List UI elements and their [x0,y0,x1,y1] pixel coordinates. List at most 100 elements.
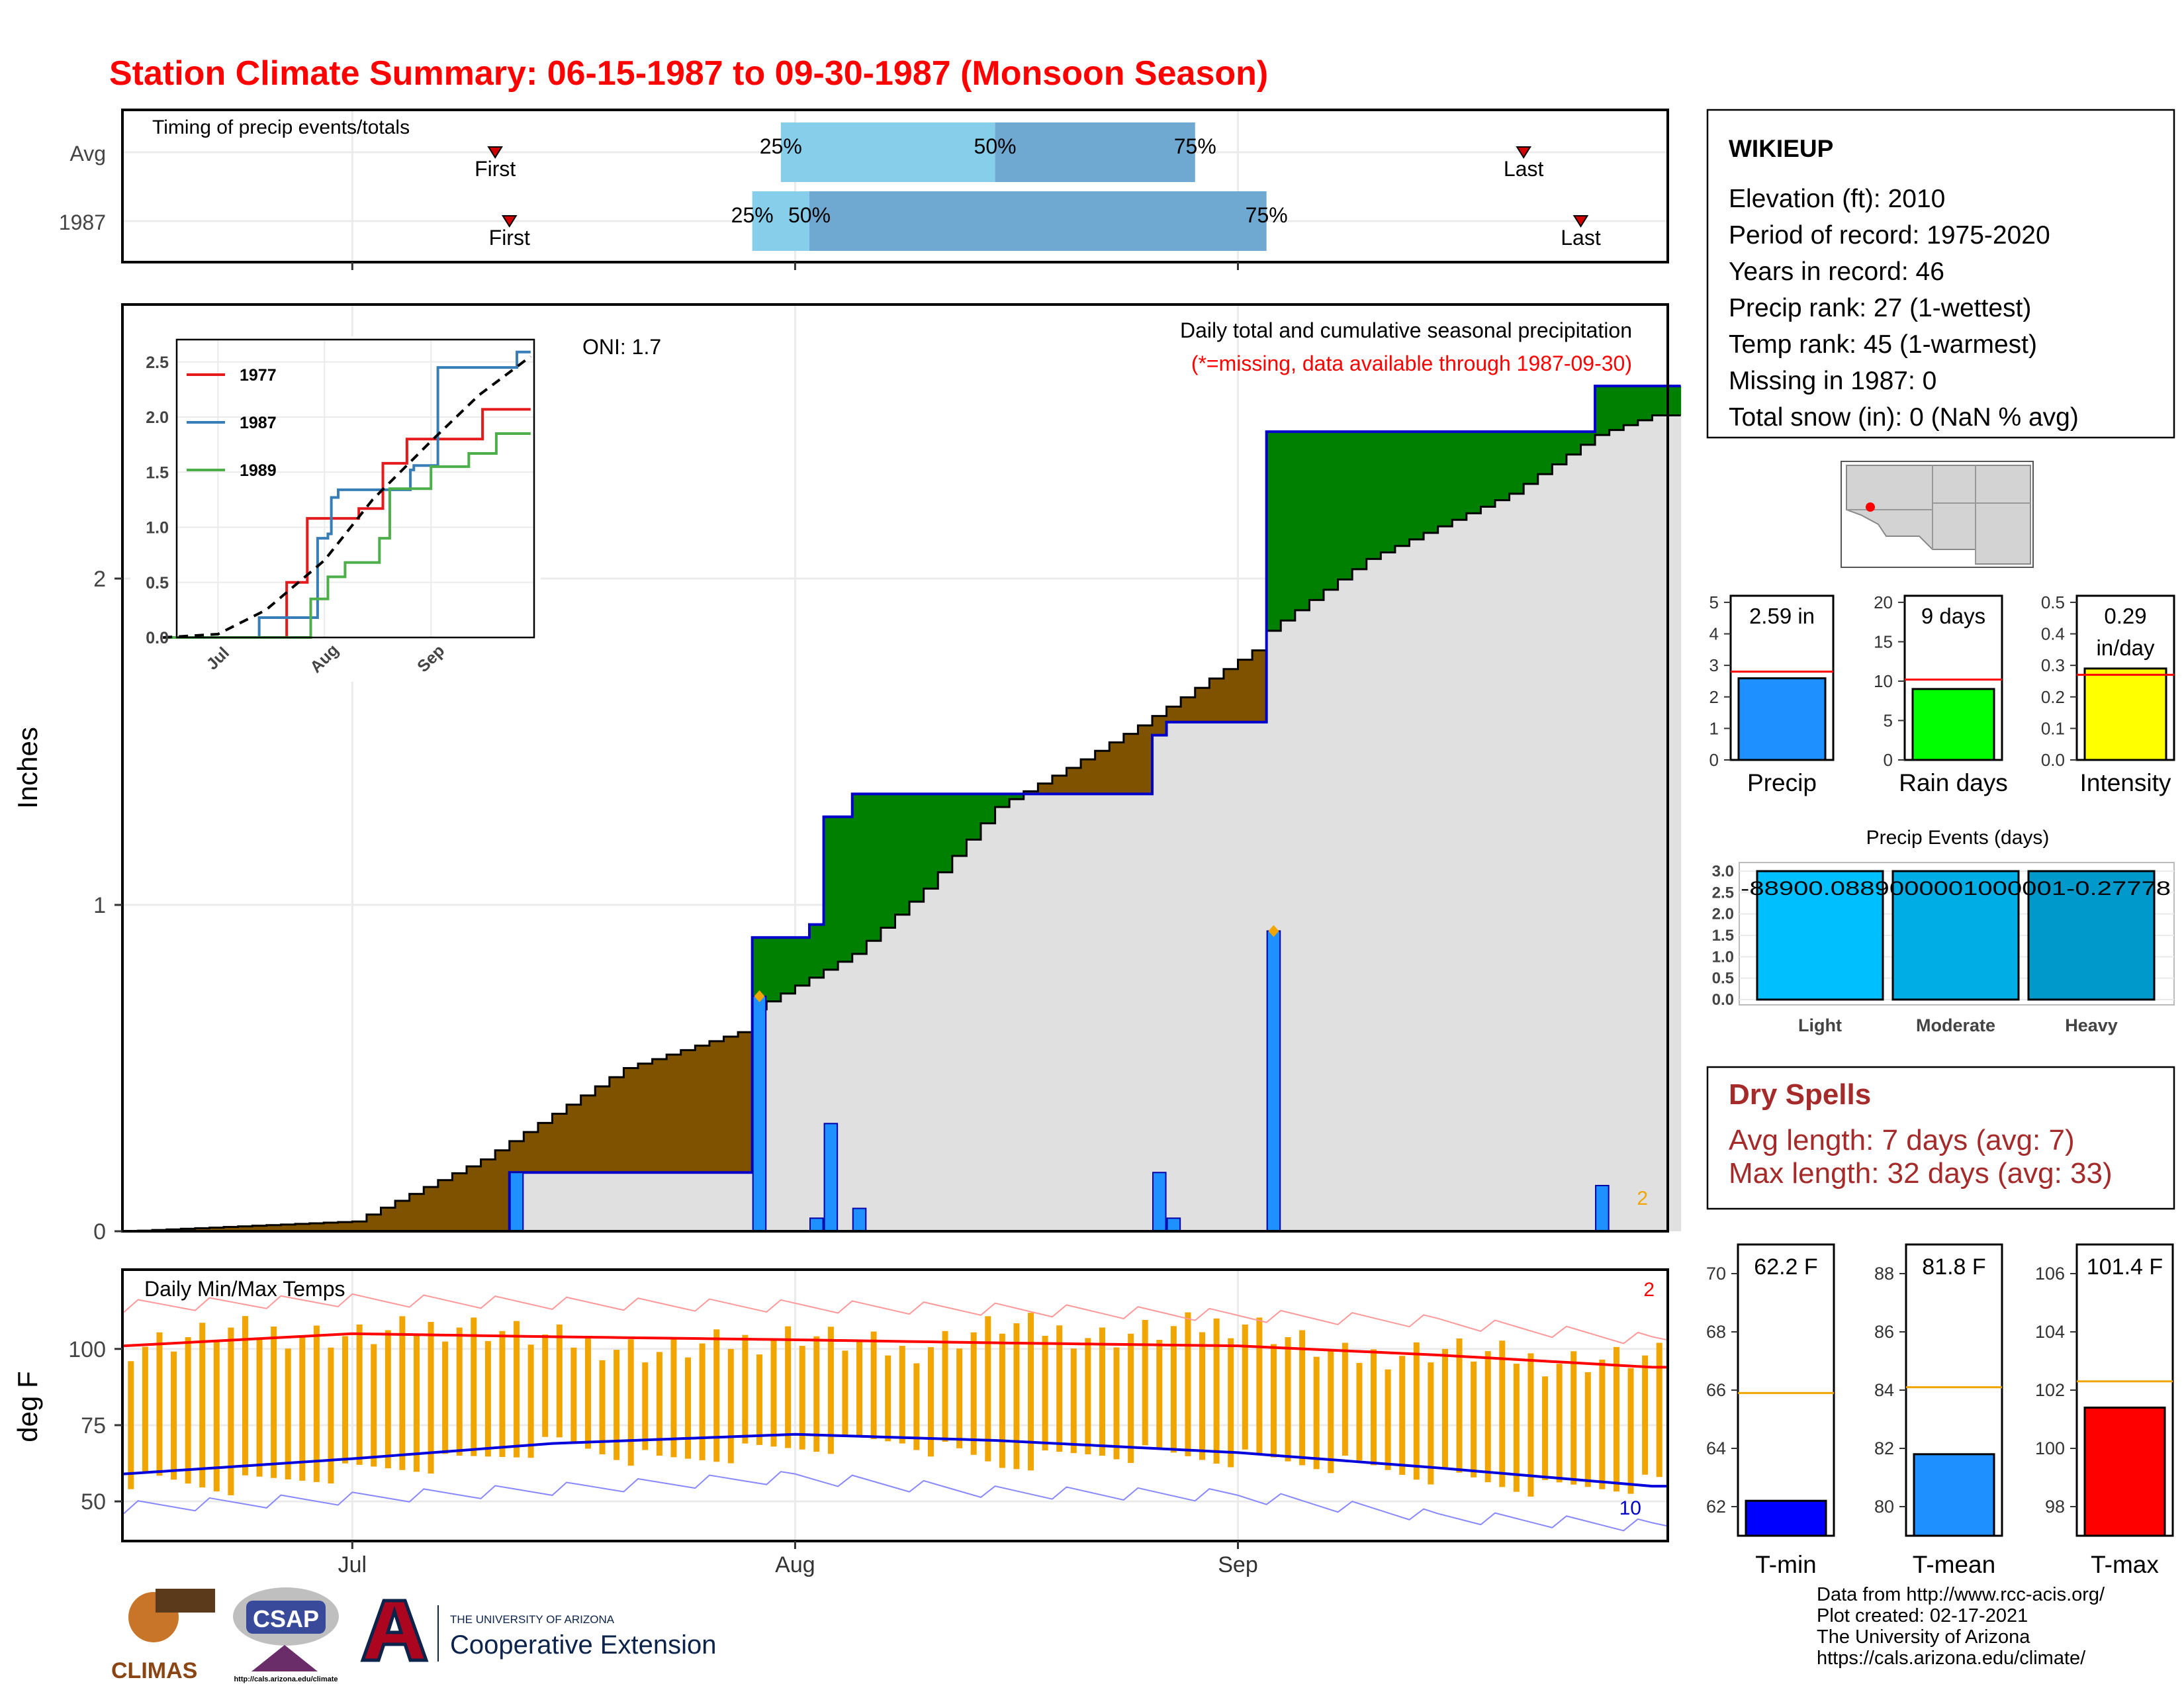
events-y-tick: 2.5 [1712,884,1734,902]
precip-deficit-area [509,1141,524,1173]
precip-daily-bar [509,1172,524,1233]
events-y-tick: 1.5 [1712,927,1734,945]
precip-surplus-area [1309,432,1324,600]
precip-common-area [1552,464,1567,1232]
precip-common-area [1123,794,1139,1231]
temp-summary-y-tick: 88 [1874,1264,1894,1284]
precip-events-overlay-text: -88900.0889000001000001-0.27778 [1741,878,2171,900]
precip-y-ticks: 0 1 2 [93,567,122,1244]
precip-surplus-area [1537,432,1553,475]
precip-common-area [709,1172,725,1231]
precip-deficit-area [552,1113,567,1173]
precip-common-area [1595,435,1610,1231]
temp-summary-y-tick: 68 [1706,1322,1726,1342]
timing-first-marker [501,215,518,228]
summary-bar-y-tick: 15 [1874,632,1893,651]
precip-surplus-area [766,937,782,1002]
precip-deficit-area [480,1159,496,1231]
precip-common-area [695,1172,710,1231]
precip-common-area [938,872,953,1231]
temp-summary-y-tick: 84 [1874,1380,1894,1400]
temp-summary-label: T-max [2091,1551,2159,1578]
precip-common-area [1338,579,1353,1231]
precip-deficit-area [352,1221,367,1231]
precip-daily-bar [1166,1217,1181,1233]
precip-deficit-area [295,1223,310,1231]
temp-summary-y-tick: 102 [2035,1380,2065,1400]
precip-event-label: Light [1798,1015,1842,1035]
csap-logo-text: CSAP [253,1605,319,1632]
precip-surplus-area [1623,386,1639,426]
precip-panel-subtitle: (*=missing, data available through 1987-… [1191,352,1632,375]
station-box: WIKIEUP Elevation (ft): 2010 Period of r… [1706,109,2175,439]
climas-logo[interactable]: CLIMAS [111,1589,215,1683]
precip-deficit-area [366,1214,382,1231]
precip-surplus-area [1424,432,1439,533]
precip-deficit-area [1152,716,1167,735]
precip-surplus-area [780,937,796,994]
summary-bar-y-tick: 5 [1884,710,1893,730]
temp-y-axis-label: deg F [12,1371,43,1442]
precip-surplus-area [909,794,925,902]
summary-bar-value-label: 0.29 [2104,604,2146,628]
month-tick-label: Sep [1218,1552,1258,1577]
csap-logo-badge [246,1601,326,1634]
temp-min-count: 10 [1619,1497,1641,1519]
temp-gridlines [124,1271,1666,1540]
precip-surplus-area [1324,432,1339,590]
precip-events-chart: Precip Events (days) 0.0 0.5 1.0 1.5 2.0 2.5 3… [1712,827,2175,1035]
temp-summary-y-tick: 98 [2045,1497,2065,1517]
station-line: Missing in 1987: 0 [1729,367,1936,395]
footer-line: https://cals.arizona.edu/climate/ [1817,1648,2086,1669]
summary-bar-y-tick: 20 [1874,592,1893,612]
precip-common-area [1209,722,1224,1231]
precip-deficit-area [281,1224,296,1231]
summary-bar-value-label: 2.59 in [1749,604,1815,628]
station-line: Temp rank: 45 (1-warmest) [1729,330,2037,359]
summary-bar-value-label: in/day [2096,635,2155,660]
precip-deficit-area [709,1041,725,1173]
footer-credits: Data from http://www.rcc-acis.org/ Plot … [1817,1584,2105,1669]
precip-deficit-area [381,1207,396,1231]
temp-panel-frame [122,1270,1668,1541]
precip-event-bar [1891,870,2020,1001]
temp-summary-label: T-mean [1913,1551,1995,1578]
precip-deficit-area [1138,725,1153,794]
station-name: WIKIEUP [1729,135,1833,162]
inset-legend-label: 1977 [240,366,277,385]
precip-surplus-area [1509,432,1524,494]
temp-summary-y-tick: 66 [1706,1380,1726,1400]
inset-legend: 1977 1987 1989 [187,366,277,480]
summary-bar-y-tick: 0 [1709,750,1719,770]
precip-deficit-area [224,1227,239,1231]
precip-deficit-area [1109,742,1124,794]
temp-record-max-line [123,1293,1667,1344]
temp-summary-bar-1 [1913,1453,1995,1537]
precip-common-area [766,1001,782,1231]
temp-summary-value-label: 62.2 F [1754,1254,1817,1280]
precip-panel-title: Daily total and cumulative seasonal prec… [1180,318,1632,342]
dry-spells-frame [1706,1066,2175,1210]
precip-deficit-area [195,1228,210,1231]
summary-bar-y-tick: 0.3 [2041,655,2065,675]
dry-spells-title: Dry Spells [1729,1078,1871,1111]
precip-common-area [1324,589,1339,1231]
precip-surplus-area [1480,432,1496,507]
csap-logo[interactable]: CSAP http://cals.arizona.edu/climate [233,1587,339,1683]
inset-plot-border [175,338,535,639]
precip-common-area [1081,794,1096,1231]
station-box-frame [1706,109,2175,439]
university-of-arizona-logo[interactable]: THE UNIVERSITY OF ARIZONA Cooperative Ex… [360,1599,716,1662]
temp-summary-frame [1737,1243,1835,1537]
climas-logo-text: CLIMAS [111,1658,197,1683]
precip-common-area [1437,526,1453,1231]
timing-q50-q75-bar [995,122,1195,182]
dry-spells-avg: Avg length: 7 days (avg: 7) [1729,1124,2075,1156]
precip-surplus-area [1437,432,1453,527]
precip-surplus-area [923,794,938,889]
precip-common-area [609,1172,625,1231]
precip-common-area [1052,794,1068,1231]
precip-common-area [580,1172,596,1231]
precip-common-area [723,1172,739,1231]
timing-bars: 25% 50% 75% First Last 25% 50% 75% First Last [475,122,1601,251]
